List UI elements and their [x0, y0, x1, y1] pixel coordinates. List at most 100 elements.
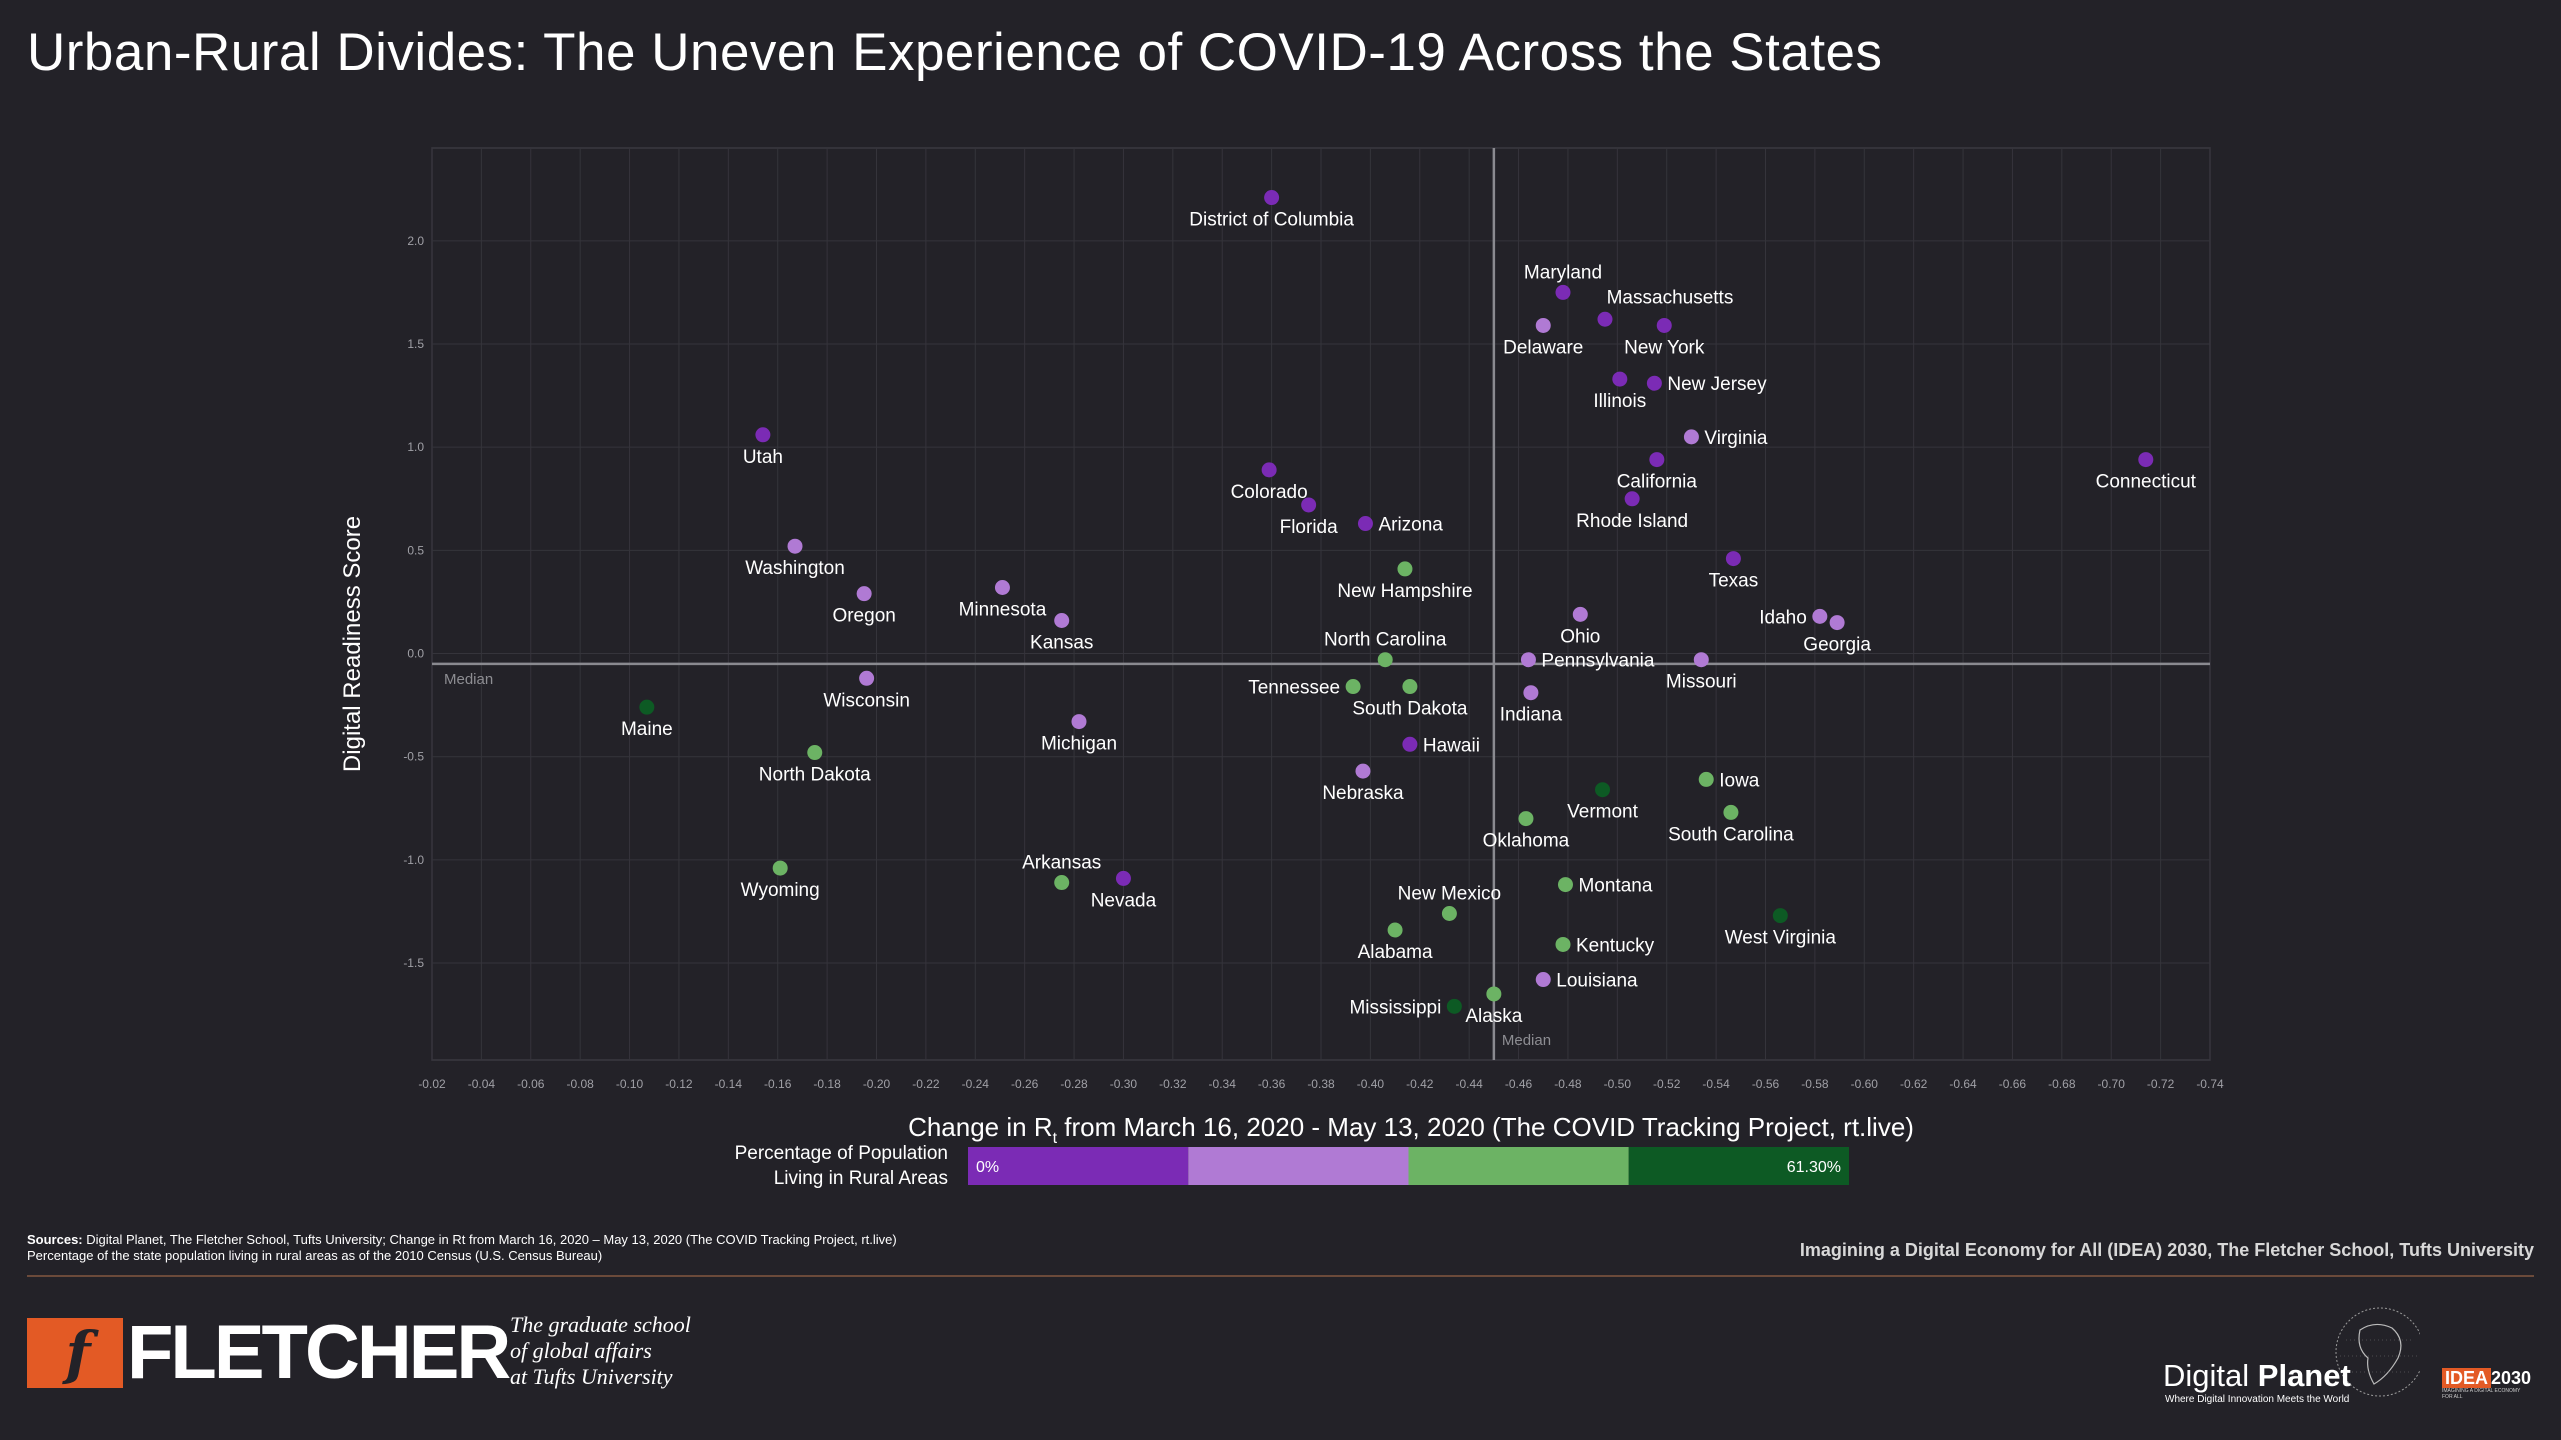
fletcher-wordmark: FLETCHER — [127, 1310, 511, 1395]
median-x-label: Median — [1502, 1032, 1551, 1049]
data-point — [1261, 462, 1277, 478]
point-label: Illinois — [1593, 391, 1646, 412]
x-tick-label: -0.48 — [1554, 1077, 1582, 1091]
data-point — [1441, 906, 1457, 922]
data-point — [1535, 972, 1551, 988]
data-point — [1397, 561, 1413, 577]
legend-label-line2: Living in Rural Areas — [774, 1168, 948, 1189]
x-tick-label: -0.72 — [2147, 1077, 2175, 1091]
legend-swatch — [968, 1147, 1189, 1185]
x-tick-label: -0.60 — [1851, 1077, 1879, 1091]
y-tick-label: -1.0 — [403, 853, 424, 867]
point-label: Mississippi — [1349, 997, 1441, 1018]
x-tick-label: -0.06 — [517, 1077, 545, 1091]
x-tick-label: -0.70 — [2098, 1077, 2126, 1091]
point-label: Missouri — [1666, 672, 1737, 693]
x-tick-label: -0.50 — [1604, 1077, 1632, 1091]
sources-note: Sources: Digital Planet, The Fletcher Sc… — [27, 1232, 897, 1264]
x-tick-label: -0.58 — [1801, 1077, 1829, 1091]
sources-line2: Percentage of the state population livin… — [27, 1248, 603, 1263]
digital-planet-wordmark: Digital Planet — [2163, 1358, 2351, 1394]
y-tick-label: 0.5 — [407, 543, 424, 557]
data-point — [1597, 311, 1613, 327]
idea-year: 2030 — [2491, 1368, 2532, 1388]
globe-icon — [2335, 1307, 2420, 1397]
legend-min-label: 0% — [976, 1159, 999, 1176]
point-label: Louisiana — [1556, 971, 1638, 992]
point-label: New Mexico — [1398, 884, 1501, 905]
page-title: Urban-Rural Divides: The Uneven Experien… — [27, 23, 1883, 82]
tagline-line2: of global affairs — [510, 1338, 652, 1363]
x-tick-label: -0.04 — [468, 1077, 496, 1091]
data-point — [1557, 877, 1573, 893]
data-point — [1520, 652, 1536, 668]
point-label: Idaho — [1759, 607, 1807, 628]
point-label: Kansas — [1030, 633, 1093, 654]
data-point — [1115, 870, 1131, 886]
x-tick-label: -0.64 — [1949, 1077, 1977, 1091]
point-label: Virginia — [1704, 428, 1767, 449]
x-tick-label: -0.54 — [1702, 1077, 1730, 1091]
point-label: Arkansas — [1022, 853, 1101, 874]
data-point — [856, 586, 872, 602]
x-tick-label: -0.52 — [1653, 1077, 1681, 1091]
y-tick-label: -0.5 — [403, 750, 424, 764]
data-point — [859, 670, 875, 686]
digital-planet-subtitle: Where Digital Innovation Meets the World — [2165, 1394, 2350, 1405]
data-point — [1523, 685, 1539, 701]
x-tick-label: -0.14 — [715, 1077, 743, 1091]
median-y-label: Median — [444, 671, 493, 688]
x-tick-label: -0.32 — [1159, 1077, 1187, 1091]
point-label: West Virginia — [1725, 928, 1837, 949]
y-axis-label: Digital Readiness Score — [339, 516, 366, 772]
point-label: New York — [1624, 337, 1705, 358]
data-point — [1054, 613, 1070, 629]
idea-badge: IDEA — [2442, 1368, 2492, 1388]
data-point — [1772, 908, 1788, 924]
point-label: Oklahoma — [1483, 831, 1570, 852]
point-label: Maine — [621, 719, 673, 740]
point-label: New Hampshire — [1337, 581, 1472, 602]
data-point — [1071, 714, 1087, 730]
tagline-line1: The graduate school — [510, 1312, 691, 1337]
data-point — [1624, 491, 1640, 507]
data-point — [1649, 452, 1665, 468]
point-label: Colorado — [1231, 482, 1308, 503]
tagline-line3: at Tufts University — [510, 1364, 673, 1389]
y-tick-label: 1.5 — [407, 337, 424, 351]
dp-word-light: Digital — [2163, 1358, 2250, 1393]
x-tick-label: -0.46 — [1505, 1077, 1533, 1091]
point-label: Michigan — [1041, 734, 1117, 755]
idea-subtitle: IMAGINING A DIGITAL ECONOMY FOR ALL — [2442, 1388, 2521, 1400]
x-tick-label: -0.16 — [764, 1077, 792, 1091]
point-label: Massachusetts — [1607, 287, 1734, 308]
data-point — [1693, 652, 1709, 668]
point-label: Wisconsin — [823, 690, 910, 711]
fletcher-mark-icon: f — [27, 1317, 123, 1388]
legend-swatch — [1408, 1147, 1629, 1185]
y-tick-label: -1.5 — [403, 956, 424, 970]
x-tick-label: -0.18 — [813, 1077, 841, 1091]
point-label: Iowa — [1719, 770, 1760, 791]
x-tick-label: -0.38 — [1307, 1077, 1335, 1091]
data-point — [2138, 452, 2154, 468]
data-point — [1572, 606, 1588, 622]
x-tick-label: -0.40 — [1357, 1077, 1385, 1091]
data-point — [1301, 497, 1317, 513]
point-label: California — [1617, 472, 1698, 493]
point-label: Pennsylvania — [1541, 651, 1654, 672]
x-tick-label: -0.36 — [1258, 1077, 1286, 1091]
x-tick-label: -0.24 — [962, 1077, 990, 1091]
data-point — [1698, 771, 1714, 787]
point-label: Florida — [1280, 517, 1339, 538]
data-point — [1535, 317, 1551, 333]
x-tick-label: -0.68 — [2048, 1077, 2076, 1091]
point-label: Rhode Island — [1576, 511, 1688, 532]
point-label: Georgia — [1803, 635, 1871, 656]
point-label: Delaware — [1503, 337, 1583, 358]
fletcher-tagline: The graduate school of global affairs at… — [510, 1312, 691, 1390]
dp-word-bold: Planet — [2257, 1358, 2351, 1393]
legend-max-label: 61.30% — [1787, 1159, 1841, 1176]
data-point — [639, 699, 655, 715]
data-point — [1656, 317, 1672, 333]
